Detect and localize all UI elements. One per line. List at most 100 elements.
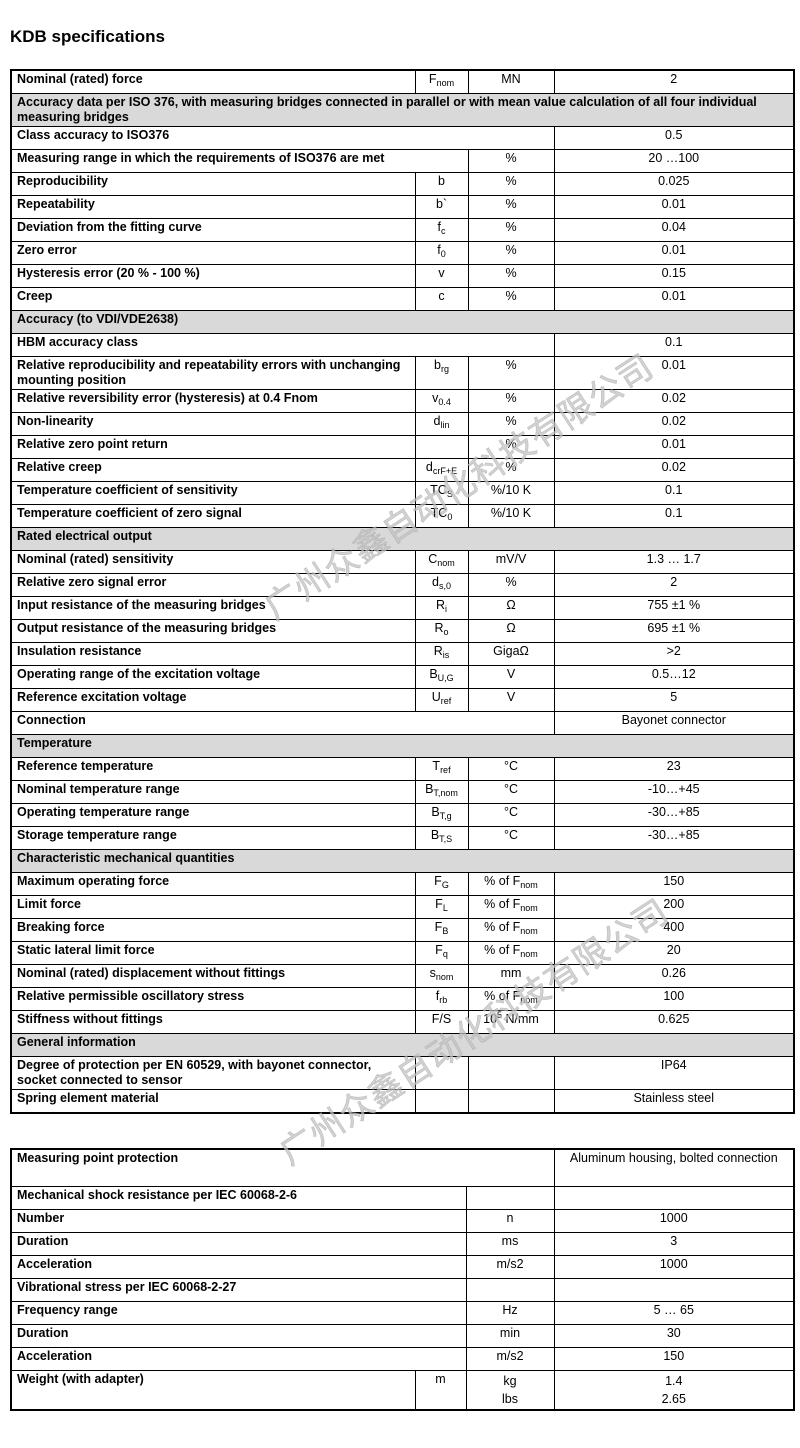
row-symbol: TCS bbox=[414, 481, 469, 505]
row-values: 1.4 2.65 bbox=[553, 1370, 795, 1411]
row-symbol-text: f bbox=[435, 989, 440, 1003]
row-unit bbox=[467, 1089, 555, 1114]
row-value: 0.02 bbox=[553, 412, 795, 436]
row-symbol-text: F bbox=[435, 943, 443, 957]
section-header-row: Accuracy data per ISO 376, with measurin… bbox=[10, 93, 795, 127]
table-row: Relative reproducibility and repeatabili… bbox=[10, 356, 795, 390]
row-unit: % bbox=[467, 287, 555, 311]
row-symbol-text: B bbox=[425, 782, 434, 796]
row-symbol: BT,S bbox=[414, 826, 469, 850]
section-header-row: Accuracy (to VDI/VDE2638) bbox=[10, 310, 795, 334]
row-unit-text: GigaΩ bbox=[493, 644, 529, 658]
row-label: Reference excitation voltage bbox=[10, 688, 416, 712]
row-unit-text: % of F bbox=[484, 943, 521, 957]
row-symbol-text: d bbox=[425, 460, 433, 474]
row-label: Vibrational stress per IEC 60068-2-27 bbox=[10, 1278, 467, 1302]
row-value: 0.025 bbox=[553, 172, 795, 196]
row-symbol-subscript: 0 bbox=[447, 512, 453, 522]
row-label: Maximum operating force bbox=[10, 872, 416, 896]
row-symbol-subscript: 0 bbox=[440, 249, 446, 259]
row-value: 755 ±1 % bbox=[553, 596, 795, 620]
row-symbol-text: B bbox=[431, 805, 440, 819]
table-row: Nominal (rated) sensitivity Cnom mV/V 1.3 …… bbox=[10, 550, 795, 574]
row-symbol-subscript: 0.4 bbox=[438, 397, 451, 407]
section-header-row: Rated electrical output bbox=[10, 527, 795, 551]
row-unit-text: V bbox=[506, 690, 516, 704]
table-row: Output resistance of the measuring bridg… bbox=[10, 619, 795, 643]
row-value: 0.01 bbox=[553, 287, 795, 311]
row-label: Insulation resistance bbox=[10, 642, 416, 666]
table-row: Relative zero signal error ds,0% 2 bbox=[10, 573, 795, 597]
row-label: Output resistance of the measuring bridg… bbox=[10, 619, 416, 643]
row-symbol: Fq bbox=[414, 941, 469, 965]
row-unit-subscript: nom bbox=[520, 880, 538, 890]
row-symbol: snom bbox=[414, 964, 469, 988]
row-value: 0.5 bbox=[553, 126, 795, 150]
row-value: 2 bbox=[553, 69, 795, 94]
section-title: General information bbox=[10, 1033, 795, 1057]
table-row: Connection Bayonet connector bbox=[10, 711, 795, 735]
row-symbol-subscript: nom bbox=[435, 972, 454, 982]
row-symbol-subscript: S bbox=[446, 489, 453, 499]
row-unit-text: % bbox=[505, 243, 517, 257]
row-value: Aluminum housing, bolted connection bbox=[553, 1148, 795, 1187]
table-row: Hysteresis error (20 % - 100 %) v% 0.15 bbox=[10, 264, 795, 288]
row-unit: n bbox=[465, 1209, 555, 1233]
row-symbol: dcrF+E bbox=[414, 458, 469, 482]
row-unit-text: °C bbox=[503, 828, 519, 842]
row-unit: °C bbox=[467, 757, 555, 781]
row-value: 0.01 bbox=[553, 356, 795, 390]
row-label: Nominal (rated) sensitivity bbox=[10, 550, 416, 574]
row-label: Duration bbox=[10, 1324, 467, 1348]
row-unit: % bbox=[467, 458, 555, 482]
row-value: 1000 bbox=[553, 1209, 795, 1233]
row-unit: % of Fnom bbox=[467, 895, 555, 919]
row-units: kg lbs bbox=[465, 1370, 555, 1411]
row-value: IP64 bbox=[553, 1056, 795, 1090]
row-label: Relative zero signal error bbox=[10, 573, 416, 597]
row-unit-text: % bbox=[505, 151, 517, 165]
row-value: 2 bbox=[553, 573, 795, 597]
row-symbol-text: d bbox=[432, 575, 439, 589]
row-label: Duration bbox=[10, 1232, 467, 1256]
row-value: 0.01 bbox=[553, 241, 795, 265]
row-unit-text: mm bbox=[500, 966, 522, 980]
row-label: Nominal (rated) force bbox=[10, 69, 416, 94]
row-unit-text: % bbox=[505, 575, 517, 589]
table-row: Insulation resistance Ris GigaΩ >2 bbox=[10, 642, 795, 666]
row-symbol: frb bbox=[414, 987, 469, 1011]
table-row: Repeatability b`% 0.01 bbox=[10, 195, 795, 219]
row-value: 0.5…12 bbox=[553, 665, 795, 689]
row-unit-text: % of F bbox=[484, 874, 521, 888]
row-symbol-text: TC bbox=[430, 483, 447, 497]
row-symbol: f0 bbox=[414, 241, 469, 265]
row-label: Mechanical shock resistance per IEC 6006… bbox=[10, 1186, 467, 1210]
row-label: Input resistance of the measuring bridge… bbox=[10, 596, 416, 620]
row-value: 0.1 bbox=[553, 333, 795, 357]
row-label: Reference temperature bbox=[10, 757, 416, 781]
unit-line: kg bbox=[503, 1374, 517, 1388]
row-label: Hysteresis error (20 % - 100 %) bbox=[10, 264, 416, 288]
table-row: Mechanical shock resistance per IEC 6006… bbox=[10, 1186, 795, 1210]
row-unit-text: V bbox=[506, 667, 516, 681]
row-unit-text: % bbox=[505, 174, 517, 188]
section-header-row: Temperature bbox=[10, 734, 795, 758]
row-symbol-subscript: i bbox=[445, 604, 448, 614]
row-unit: % bbox=[467, 412, 555, 436]
row-unit-text: % bbox=[505, 414, 517, 428]
row-unit: % bbox=[467, 172, 555, 196]
row-symbol: v0.4 bbox=[414, 389, 469, 413]
row-value: 3 bbox=[553, 1232, 795, 1256]
row-unit: °C bbox=[467, 803, 555, 827]
row-unit-text: MN bbox=[501, 72, 521, 86]
row-label: Temperature coefficient of sensitivity bbox=[10, 481, 416, 505]
table-row: Measuring point protection Aluminum housi… bbox=[10, 1148, 795, 1187]
row-symbol: b bbox=[414, 172, 469, 196]
row-label: Measuring range in which the requirement… bbox=[10, 149, 469, 173]
row-value: >2 bbox=[553, 642, 795, 666]
row-symbol: brg bbox=[414, 356, 469, 390]
row-label: Frequency range bbox=[10, 1301, 467, 1325]
row-symbol: Cnom bbox=[414, 550, 469, 574]
table-row: Creep c% 0.01 bbox=[10, 287, 795, 311]
row-value: 0.1 bbox=[553, 504, 795, 528]
